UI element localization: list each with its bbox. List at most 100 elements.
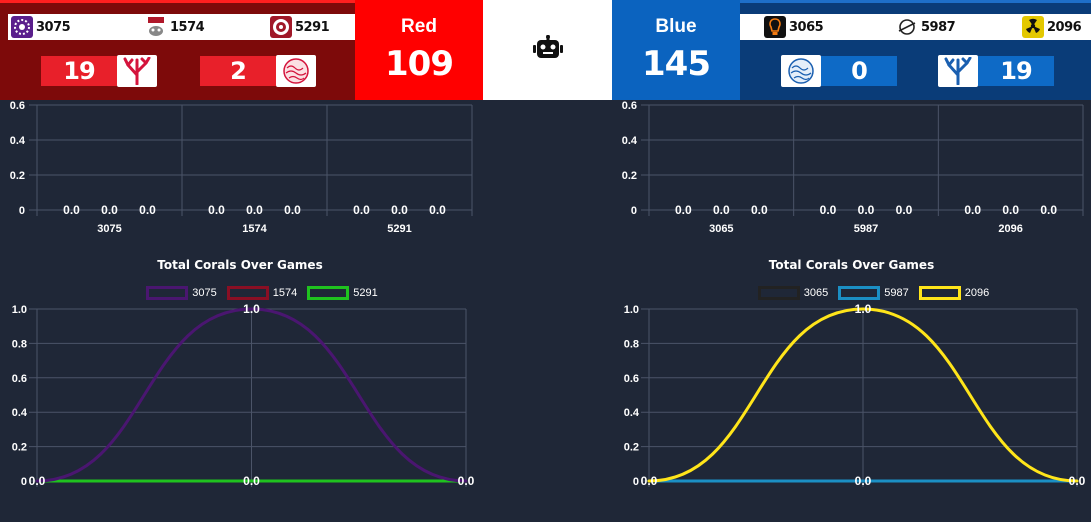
blue-bar-chart-y-tick-label: 0.4 (622, 135, 638, 147)
legend-item-2096[interactable]: 2096 (918, 286, 990, 300)
red-bar-chart-bar-value-label: 0.0 (63, 203, 80, 217)
blue-team-2-number: 5987 (921, 19, 956, 35)
red-alliance-name: Red (401, 16, 437, 37)
red-team-3-number: 5291 (295, 19, 330, 35)
red-line-chart-series-point-3075 (250, 307, 253, 311)
red-bar-chart-bar-value-label: 0.0 (208, 203, 225, 217)
red-bar-chart: 0.6 0.4 0.2 0 3075 0.0 0.0 0.0 1574 0.0 0.0 0.0 5291… (0, 100, 480, 240)
red-bar-chart-bar-value-label: 0.0 (429, 203, 446, 217)
blue-coral-count-1-value: 0 (821, 56, 897, 86)
legend-swatch (146, 286, 189, 300)
blue-bar-chart-bar-value-label: 0.0 (1002, 203, 1019, 217)
red-team-1[interactable]: 3075 (11, 14, 71, 40)
legend-item-5987[interactable]: 5987 (838, 286, 909, 300)
blue-bar-chart-bar-value-label: 0.0 (820, 203, 837, 217)
red-line-chart-title: Total Corals Over Games (157, 258, 323, 272)
blue-line-chart-plot: 1.00.80.60.40.20 0.01.00.0 0.0 (624, 302, 1086, 488)
blue-bar-chart-y-tick-label: 0.6 (622, 100, 637, 112)
red-score-panel: Red 109 (355, 0, 483, 100)
legend-label: 5291 (353, 287, 378, 299)
red-bar-chart-category-label: 3075 (97, 223, 121, 235)
red-bar-chart-category-label: 1574 (242, 223, 267, 235)
blue-score-panel: Blue 145 (612, 0, 740, 100)
legend-item-3075[interactable]: 3075 (146, 286, 217, 300)
red-alliance-panel: 3075 1574 5291 19 2 (0, 0, 355, 100)
legend-swatch (226, 286, 269, 300)
red-bar-chart-category-label: 5291 (387, 223, 411, 235)
red-coral-count-2-value: 2 (200, 56, 276, 86)
blue-line-chart-point-label: 1.0 (855, 302, 872, 316)
legend-item-5291[interactable]: 5291 (307, 286, 378, 300)
red-bar-chart-bar-value-label: 0.0 (353, 203, 370, 217)
blue-alliance-name: Blue (655, 16, 697, 37)
red-line-chart-legend: 3075 1574 5291 (22, 286, 502, 300)
blue-line-chart-baseline-label: 0.0 (641, 474, 658, 488)
red-line-chart: Total Corals Over Games 3075 1574 5291 1.0… (0, 250, 480, 500)
red-coral-count-1-value: 19 (41, 56, 117, 86)
blue-coral-ball-icon (781, 55, 821, 87)
blue-teams-bar: 3065 5987 2096 (740, 14, 1091, 40)
legend-swatch (918, 286, 961, 300)
blue-alliance-panel: 3065 5987 2096 0 (740, 0, 1091, 100)
red-coral-ball-icon (276, 55, 316, 87)
red-line-chart-baseline-label: 0.0 (29, 474, 46, 488)
legend-item-3065[interactable]: 3065 (757, 286, 829, 300)
red-bar-chart-y-tick-label: 0.6 (10, 100, 25, 112)
blue-score: 145 (642, 44, 711, 84)
blue-bar-chart-y-tick-label: 0 (631, 205, 637, 217)
red-team-3[interactable]: 5291 (270, 14, 330, 40)
team-5987-logo-icon (896, 16, 918, 38)
red-line-chart-y-tick-label: 0.2 (12, 442, 27, 454)
team-1574-logo-icon (145, 16, 167, 38)
blue-team-1[interactable]: 3065 (764, 14, 824, 40)
red-bar-chart-bar-value-label: 0.0 (101, 203, 118, 217)
blue-line-chart-y-tick-label: 0.6 (624, 373, 639, 385)
blue-line-chart: Total Corals Over Games 3065 5987 2096 1.0… (612, 250, 1091, 500)
blue-coral-count-1: 0 (781, 54, 897, 88)
match-header: 3075 1574 5291 19 2 (0, 0, 1091, 100)
blue-bar-chart-category-label: 2096 (998, 223, 1022, 235)
red-line-chart-y-tick-label: 0 (21, 476, 27, 488)
blue-bar-chart-bar-value-label: 0.0 (964, 203, 981, 217)
legend-label: 3075 (192, 287, 217, 299)
red-bar-chart-plot: 0.6 0.4 0.2 0 3075 0.0 0.0 0.0 1574 0.0 0.0 0.0 5291… (10, 100, 473, 235)
blue-team-3-number: 2096 (1047, 19, 1082, 35)
red-line-chart-baseline-label: 0.0 (458, 474, 475, 488)
red-bar-chart-bar-value-label: 0.0 (246, 203, 263, 217)
red-team-2[interactable]: 1574 (145, 14, 205, 40)
blue-team-3[interactable]: 2096 (1022, 14, 1082, 40)
legend-label: 3065 (803, 287, 829, 299)
blue-team-2[interactable]: 5987 (896, 14, 956, 40)
blue-line-chart-baseline-label: 0.0 (855, 474, 872, 488)
team-3075-logo-icon (11, 16, 33, 38)
red-line-chart-series-point-5291 (250, 479, 253, 483)
red-bar-chart-y-tick-label: 0.4 (10, 135, 26, 147)
blue-bar-chart-bar-value-label: 0.0 (858, 203, 875, 217)
center-logo-panel (483, 0, 612, 100)
red-bar-chart-bar-value-label: 0.0 (139, 203, 156, 217)
legend-item-1574[interactable]: 1574 (226, 286, 298, 300)
red-bar-chart-y-tick-label: 0.2 (10, 170, 25, 182)
team-2096-logo-icon (1022, 16, 1044, 38)
red-bar-chart-bar-value-label: 0.0 (284, 203, 301, 217)
legend-label: 2096 (964, 287, 990, 299)
blue-line-chart-y-tick-label: 1.0 (624, 304, 639, 316)
blue-bar-chart-category-label: 3065 (709, 223, 733, 235)
blue-bar-chart-y-tick-label: 0.2 (622, 170, 637, 182)
red-line-chart-y-tick-label: 0.6 (12, 373, 27, 385)
red-team-2-number: 1574 (170, 19, 205, 35)
blue-bar-chart-bar-value-label: 0.0 (751, 203, 768, 217)
team-3065-logo-icon (764, 16, 786, 38)
legend-label: 1574 (272, 287, 298, 299)
blue-line-chart-y-tick-label: 0 (633, 476, 639, 488)
blue-line-chart-y-tick-label: 0.2 (624, 442, 639, 454)
blue-top-accent (740, 0, 1091, 3)
blue-bar-chart-bar-value-label: 0.0 (675, 203, 692, 217)
blue-bar-chart: 0.6 0.4 0.2 0 3065 0.0 0.0 0.0 5987 0.0 0.0 0.0 2096… (612, 100, 1091, 240)
blue-line-chart-series-point-5987 (861, 479, 865, 483)
blue-coral-branch-icon (938, 55, 978, 87)
blue-bar-chart-bar-value-label: 0.0 (713, 203, 730, 217)
robot-icon (532, 35, 563, 65)
blue-bar-chart-category-label: 5987 (854, 223, 878, 235)
red-line-chart-series-point-3075 (464, 479, 468, 483)
